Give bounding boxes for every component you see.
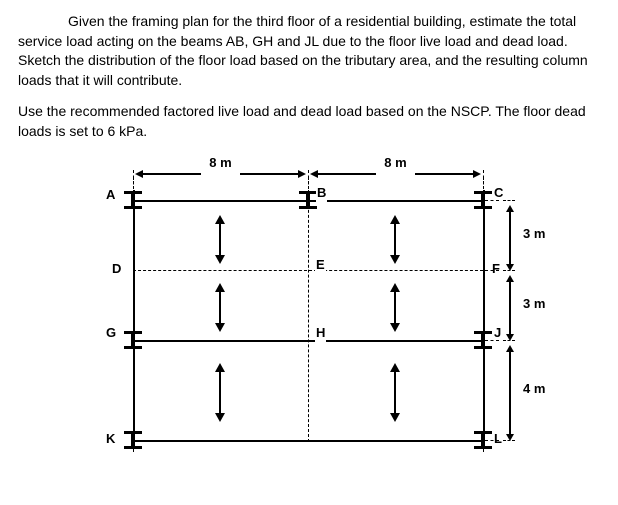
dim-h1-label: 3 m	[523, 225, 545, 243]
right-dimensions: 3 m 3 m 4 m	[503, 182, 573, 442]
node-label-A: A	[105, 186, 116, 204]
dim-span-2: 8 m	[308, 154, 483, 172]
column-icon-B	[299, 191, 317, 209]
dim-span-2-label: 8 m	[384, 155, 406, 170]
beam-line-DEF	[133, 270, 483, 271]
dim-h3-label: 4 m	[523, 380, 545, 398]
gridline-col-A	[133, 190, 135, 442]
beam-line-KL	[133, 440, 483, 442]
node-label-H: H	[315, 324, 326, 342]
node-label-G: G	[105, 324, 117, 342]
dim-span-1-label: 8 m	[209, 155, 231, 170]
node-label-B: B	[316, 184, 327, 202]
problem-statement-1: Given the framing plan for the third flo…	[18, 12, 600, 90]
gridline-col-C	[483, 190, 485, 442]
beam-line-GHJ	[133, 340, 483, 342]
grid-area: A B C D E F G H J K L	[133, 182, 483, 442]
dim-span-1: 8 m	[133, 154, 308, 172]
problem-statement-2: Use the recommended factored live load a…	[18, 102, 600, 141]
column-icon-K	[124, 431, 142, 449]
framing-plan-diagram: 8 m 8 m	[108, 154, 578, 454]
dim-h2-label: 3 m	[523, 295, 545, 313]
column-icon-A	[124, 191, 142, 209]
gridline-col-B	[308, 190, 309, 442]
node-label-D: D	[111, 260, 122, 278]
column-icon-G	[124, 331, 142, 349]
node-label-E: E	[315, 256, 326, 274]
node-label-K: K	[105, 430, 116, 448]
